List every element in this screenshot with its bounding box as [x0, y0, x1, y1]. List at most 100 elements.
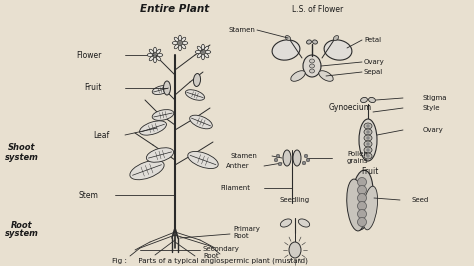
Circle shape: [357, 193, 366, 202]
Ellipse shape: [333, 36, 338, 40]
Circle shape: [154, 54, 156, 56]
Text: system: system: [5, 152, 39, 161]
Ellipse shape: [147, 53, 153, 56]
Ellipse shape: [179, 35, 182, 41]
Ellipse shape: [182, 37, 186, 42]
Circle shape: [202, 51, 204, 53]
Ellipse shape: [310, 59, 315, 63]
Ellipse shape: [364, 129, 372, 135]
Ellipse shape: [179, 45, 182, 51]
Text: Stem: Stem: [78, 190, 98, 200]
Ellipse shape: [364, 123, 372, 129]
Circle shape: [366, 143, 370, 146]
Text: Flower: Flower: [77, 51, 102, 60]
Text: Fig :     Parts of a typical angiospermic plant (mustard): Fig : Parts of a typical angiospermic pl…: [112, 258, 308, 264]
Ellipse shape: [204, 53, 209, 58]
Ellipse shape: [174, 37, 179, 42]
Text: Primary
Root: Primary Root: [233, 226, 260, 239]
Text: Anther: Anther: [227, 163, 250, 169]
Text: Pollen
grains: Pollen grains: [347, 152, 369, 164]
Circle shape: [366, 155, 370, 157]
Circle shape: [274, 158, 278, 162]
Text: Style: Style: [423, 105, 440, 111]
Ellipse shape: [293, 150, 301, 166]
Text: Stigma: Stigma: [423, 95, 447, 101]
Ellipse shape: [204, 46, 209, 51]
Circle shape: [278, 162, 282, 166]
Text: Sepal: Sepal: [364, 69, 383, 75]
Ellipse shape: [174, 44, 179, 49]
Circle shape: [357, 218, 366, 227]
Ellipse shape: [361, 97, 367, 103]
Ellipse shape: [369, 97, 375, 103]
Text: Seed: Seed: [412, 197, 429, 203]
Ellipse shape: [172, 41, 178, 44]
Ellipse shape: [351, 170, 373, 230]
Circle shape: [304, 154, 308, 158]
Ellipse shape: [195, 51, 201, 53]
Circle shape: [366, 148, 370, 152]
Ellipse shape: [152, 85, 170, 94]
Text: L.S. of Flower: L.S. of Flower: [292, 6, 344, 15]
Circle shape: [366, 131, 370, 134]
Ellipse shape: [130, 160, 164, 180]
Ellipse shape: [364, 153, 372, 159]
Ellipse shape: [197, 53, 201, 58]
Ellipse shape: [185, 90, 205, 100]
Ellipse shape: [347, 179, 365, 231]
Ellipse shape: [149, 49, 154, 54]
Ellipse shape: [182, 41, 188, 44]
Ellipse shape: [291, 71, 305, 81]
Ellipse shape: [310, 64, 315, 68]
Circle shape: [179, 42, 181, 44]
Ellipse shape: [280, 219, 292, 227]
Ellipse shape: [201, 54, 204, 60]
Text: Seedling: Seedling: [280, 197, 310, 203]
Ellipse shape: [201, 44, 204, 50]
Text: Stamen: Stamen: [230, 153, 257, 159]
Text: Filament: Filament: [220, 185, 250, 191]
Ellipse shape: [149, 56, 154, 61]
Ellipse shape: [283, 150, 291, 166]
Circle shape: [276, 154, 280, 158]
Text: Gynoecium: Gynoecium: [328, 103, 372, 113]
Text: Leaf: Leaf: [94, 131, 110, 139]
Circle shape: [306, 158, 310, 162]
Text: Ovary: Ovary: [364, 59, 385, 65]
Circle shape: [302, 161, 306, 165]
Ellipse shape: [307, 40, 311, 44]
Ellipse shape: [197, 46, 201, 51]
Text: Ovary: Ovary: [423, 127, 444, 133]
Ellipse shape: [182, 44, 186, 49]
Ellipse shape: [154, 47, 156, 53]
Text: Root: Root: [11, 221, 33, 230]
Text: Stamen: Stamen: [228, 27, 255, 33]
Circle shape: [357, 177, 366, 186]
Ellipse shape: [364, 135, 372, 141]
Ellipse shape: [157, 53, 163, 56]
Ellipse shape: [285, 36, 291, 40]
Text: Fruit: Fruit: [85, 84, 102, 93]
Ellipse shape: [272, 40, 300, 60]
Ellipse shape: [303, 55, 321, 77]
Text: Fruit: Fruit: [361, 168, 379, 177]
Circle shape: [366, 124, 370, 127]
Ellipse shape: [154, 57, 156, 63]
Ellipse shape: [310, 69, 315, 73]
Ellipse shape: [152, 110, 174, 120]
Ellipse shape: [298, 219, 310, 227]
Ellipse shape: [205, 51, 211, 53]
Text: Entire Plant: Entire Plant: [140, 4, 210, 14]
Ellipse shape: [363, 186, 378, 230]
Ellipse shape: [146, 148, 173, 162]
Ellipse shape: [193, 73, 201, 86]
Circle shape: [366, 136, 370, 139]
Ellipse shape: [164, 81, 171, 95]
Ellipse shape: [324, 40, 352, 60]
Ellipse shape: [289, 242, 301, 258]
Ellipse shape: [364, 141, 372, 147]
Ellipse shape: [190, 115, 212, 129]
Ellipse shape: [359, 119, 377, 161]
Ellipse shape: [319, 71, 333, 81]
Text: Secondary
Root: Secondary Root: [203, 247, 240, 260]
